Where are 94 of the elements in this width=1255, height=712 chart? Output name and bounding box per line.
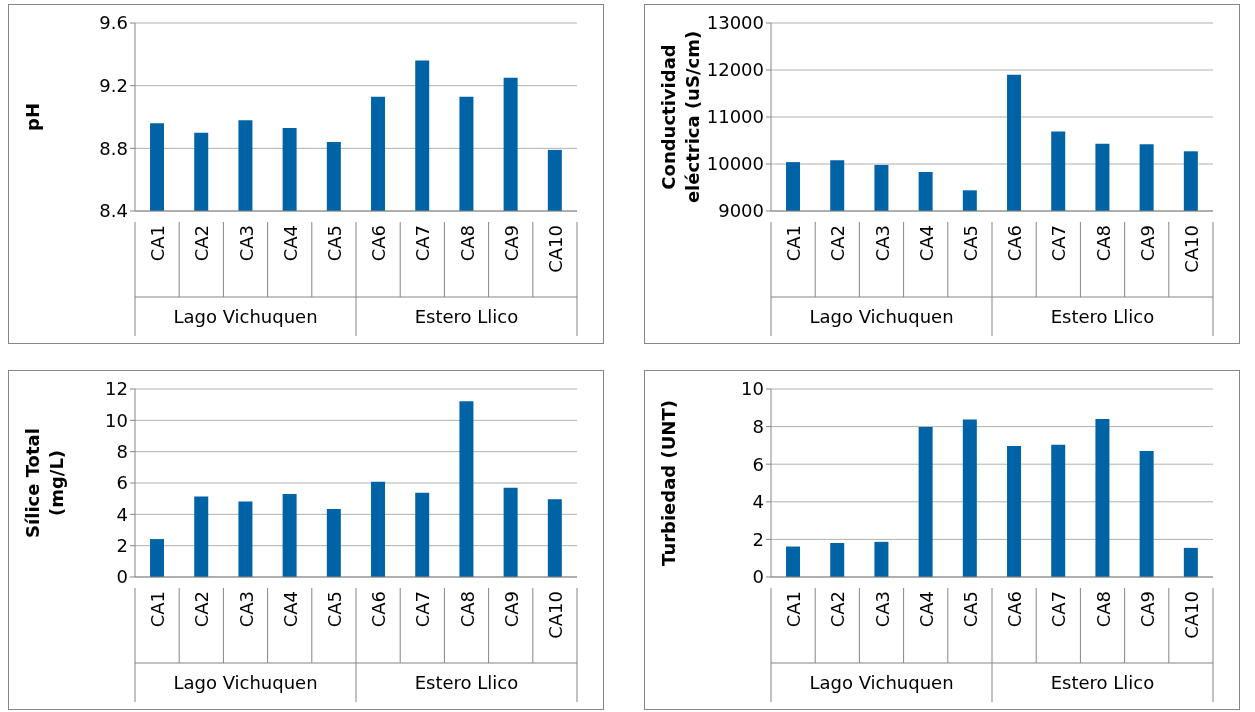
text: Lago Vichuquen: [173, 672, 318, 693]
text: Estero Llico: [414, 672, 519, 693]
y-tick-label: 12000: [706, 59, 764, 81]
x-tick-label: CA5: [323, 591, 345, 628]
x-tick-label: CA10: [1180, 591, 1202, 639]
bar: [371, 481, 386, 577]
y-tick-label: 8.8: [99, 137, 128, 159]
y-axis-title: pH: [22, 103, 43, 131]
x-tick-label: CA2: [191, 591, 213, 628]
y-tick-label: 4: [752, 491, 764, 513]
x-tick-label: CA8: [1092, 225, 1114, 262]
y-tick-label: 2: [116, 535, 128, 557]
text: Lago Vichuquen: [809, 306, 954, 327]
y-tick-label: 6: [116, 472, 128, 494]
y-tick-label: 6: [752, 453, 764, 475]
y-tick-label: 13000: [706, 12, 764, 34]
bar: [282, 493, 297, 577]
x-tick-label: CA10: [544, 591, 566, 639]
x-tick-label: CA6: [368, 591, 390, 628]
bar: [326, 509, 341, 577]
y-tick-label: 9.2: [99, 75, 128, 97]
bar: [459, 401, 474, 577]
y-axis-title: Conductividad eléctrica (uS/cm): [658, 30, 703, 204]
text: Estero Llico: [1050, 672, 1155, 693]
x-tick-label: CA5: [959, 225, 981, 262]
y-tick-label: 0: [752, 566, 764, 588]
x-tick-label: CA7: [412, 591, 434, 628]
x-tick-label: CA6: [1004, 591, 1026, 628]
x-tick-label: CA10: [1180, 225, 1202, 273]
x-tick-label: CA1: [147, 591, 169, 628]
x-tick-label: CA9: [1136, 591, 1158, 628]
bar: [918, 426, 933, 577]
x-tick-label: CA1: [147, 225, 169, 262]
x-tick-label: CA6: [1004, 225, 1026, 262]
y-tick-label: 8: [116, 441, 128, 463]
text: Lago Vichuquen: [809, 672, 954, 693]
bar: [874, 541, 889, 577]
x-tick-label: CA8: [456, 591, 478, 628]
x-tick-label: CA8: [1092, 591, 1114, 628]
bar: [415, 492, 430, 577]
y-tick-label: 11000: [706, 106, 764, 128]
x-tick-label: CA7: [412, 225, 434, 262]
x-tick-label: CA1: [783, 591, 805, 628]
x-tick-label: CA7: [1048, 225, 1070, 262]
y-tick-label: 10: [741, 378, 764, 400]
x-tick-label: CA7: [1048, 591, 1070, 628]
x-tick-label: CA5: [959, 591, 981, 628]
x-tick-label: CA4: [915, 225, 937, 262]
bar: [503, 487, 518, 577]
bar: [1183, 547, 1198, 577]
x-tick-label: CA2: [191, 225, 213, 262]
x-tick-label: CA9: [1136, 225, 1158, 262]
x-tick-label: CA4: [279, 225, 301, 262]
bar: [1007, 445, 1022, 577]
x-tick-label: CA9: [500, 225, 522, 262]
x-tick-label: CA6: [368, 225, 390, 262]
y-tick-label: 8.4: [99, 200, 128, 222]
bar: [830, 542, 845, 577]
x-tick-label: CA3: [871, 591, 893, 628]
x-tick-label: CA4: [915, 591, 937, 628]
y-tick-label: 2: [752, 528, 764, 550]
text: Lago Vichuquen: [173, 306, 318, 327]
bar: [150, 539, 165, 577]
bar: [547, 499, 562, 577]
x-tick-label: CA2: [827, 225, 849, 262]
y-tick-label: 10000: [706, 153, 764, 175]
y-tick-label: 4: [116, 503, 128, 525]
x-tick-label: CA9: [500, 591, 522, 628]
x-tick-label: CA3: [235, 591, 257, 628]
x-tick-label: CA3: [235, 225, 257, 262]
y-tick-label: 9000: [718, 200, 764, 222]
y-tick-label: 12: [105, 378, 128, 400]
bar: [194, 496, 209, 577]
bar: [962, 419, 977, 577]
y-tick-label: 8: [752, 415, 764, 437]
y-tick-label: 10: [105, 409, 128, 431]
y-tick-label: 9.6: [99, 12, 128, 34]
bar: [238, 501, 253, 577]
text: Estero Llico: [1050, 306, 1155, 327]
x-tick-label: CA10: [544, 225, 566, 273]
y-axis-title: Sílice Total (mg/L): [22, 428, 67, 538]
x-tick-label: CA2: [827, 591, 849, 628]
text: Estero Llico: [414, 306, 519, 327]
bar: [1139, 451, 1154, 577]
x-tick-label: CA5: [323, 225, 345, 262]
y-axis-title: Turbiedad (UNT): [658, 400, 679, 566]
bar: [1095, 419, 1110, 577]
y-tick-label: 0: [116, 566, 128, 588]
bar: [1051, 444, 1066, 577]
x-tick-label: CA8: [456, 225, 478, 262]
x-tick-label: CA1: [783, 225, 805, 262]
x-tick-label: CA4: [279, 591, 301, 628]
x-tick-label: CA3: [871, 225, 893, 262]
bar: [786, 546, 801, 577]
